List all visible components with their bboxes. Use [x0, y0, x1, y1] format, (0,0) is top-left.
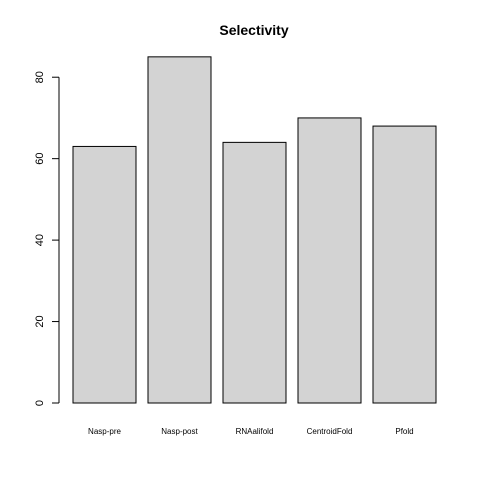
bar-centroidfold — [297, 117, 362, 404]
y-tick-label: 40 — [34, 234, 46, 246]
bar-rnaalifold — [222, 141, 287, 404]
y-tick-label: 80 — [34, 71, 46, 83]
bar-nasp-pre — [72, 145, 137, 404]
y-axis: 0 20 40 60 80 — [34, 71, 60, 406]
x-tick-label: CentroidFold — [307, 427, 353, 436]
x-axis-labels: Nasp-pre Nasp-post RNAalifold CentroidFold P… — [88, 427, 414, 436]
bar-nasp-post — [147, 56, 212, 404]
y-tick-label: 60 — [34, 153, 46, 165]
y-tick-label: 0 — [34, 400, 46, 406]
x-tick-label: Pfold — [395, 427, 413, 436]
chart-title: Selectivity — [219, 22, 288, 38]
bar-pfold — [372, 125, 437, 404]
x-tick-label: Nasp-post — [161, 427, 198, 436]
x-tick-label: Nasp-pre — [88, 427, 121, 436]
bars — [72, 56, 437, 404]
x-tick-label: RNAalifold — [236, 427, 274, 436]
y-tick-label: 20 — [34, 315, 46, 327]
